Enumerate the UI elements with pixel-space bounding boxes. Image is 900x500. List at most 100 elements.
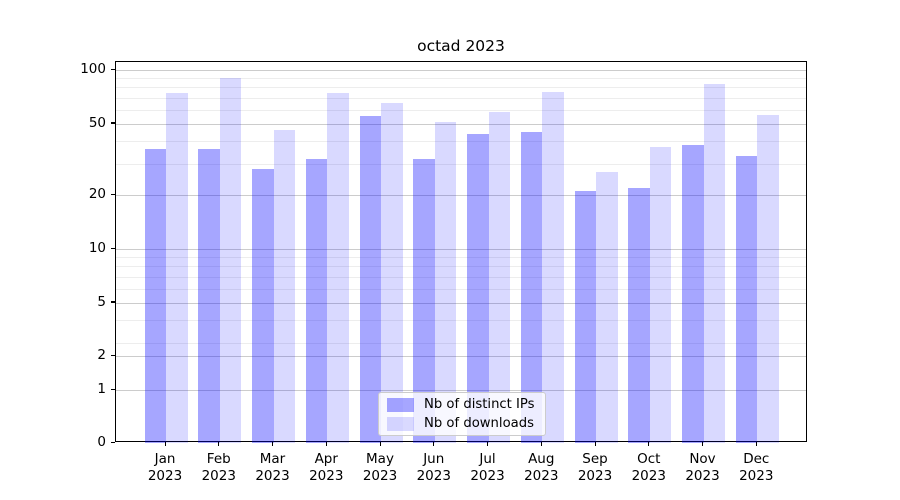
x-tick-year: 2023 xyxy=(470,467,505,484)
y-gridline-1 xyxy=(116,390,806,391)
y-gridline-20 xyxy=(116,195,806,197)
x-tick-label-jul: Jul 2023 xyxy=(456,451,520,484)
y-gridline-50 xyxy=(116,123,806,125)
bar-ips-jun xyxy=(413,158,435,443)
bar-downloads-oct xyxy=(649,147,672,443)
y-tick-mark-5 xyxy=(111,301,115,303)
bar-downloads-jul xyxy=(488,112,510,443)
y-tick-label-1: 1 xyxy=(97,381,106,397)
x-tick-year: 2023 xyxy=(362,467,398,484)
x-tick-mark-mar xyxy=(272,442,274,446)
bar-downloads-feb xyxy=(219,78,242,443)
x-tick-label-dec: Dec 2023 xyxy=(724,451,788,484)
x-tick-year: 2023 xyxy=(685,467,720,484)
y-gridline-minor-8 xyxy=(116,266,806,268)
y-gridline-minor-60 xyxy=(116,109,806,111)
y-tick-label-50: 50 xyxy=(88,114,106,131)
x-tick-mark-nov xyxy=(702,442,704,446)
y-gridline-minor-30 xyxy=(116,163,806,165)
x-tick-month: Mar xyxy=(259,451,286,467)
y-gridline-minor-90 xyxy=(116,78,806,80)
legend-entry-downloads: Nb of downloads xyxy=(387,416,537,431)
x-tick-mark-jul xyxy=(487,442,489,446)
x-tick-month: Sep xyxy=(582,451,608,467)
x-tick-mark-oct xyxy=(648,442,650,446)
legend: Nb of distinct IPs Nb of downloads xyxy=(378,392,546,436)
y-tick-mark-0 xyxy=(111,441,115,443)
bar-downloads-jan xyxy=(166,93,188,443)
legend-entry-distinct-ips: Nb of distinct IPs xyxy=(387,397,537,412)
x-tick-label-apr: Apr 2023 xyxy=(294,451,358,484)
bar-downloads-sep xyxy=(596,171,618,443)
bar-ips-feb xyxy=(198,149,220,443)
x-tick-label-oct: Oct 2023 xyxy=(617,451,681,484)
x-tick-month: Aug xyxy=(528,451,555,467)
y-gridline-minor-9 xyxy=(116,257,806,259)
bar-ips-mar xyxy=(252,168,274,443)
x-tick-year: 2023 xyxy=(309,467,344,484)
x-tick-year: 2023 xyxy=(201,467,236,484)
bar-downloads-aug xyxy=(542,92,564,443)
x-tick-month: May xyxy=(366,451,394,467)
x-tick-month: Oct xyxy=(637,451,661,467)
y-gridline-10 xyxy=(116,249,806,250)
x-tick-month: Dec xyxy=(743,451,770,467)
x-tick-year: 2023 xyxy=(631,467,666,484)
x-tick-label-feb: Feb 2023 xyxy=(187,451,251,484)
y-gridline-5 xyxy=(116,302,806,304)
x-tick-year: 2023 xyxy=(739,467,774,484)
x-tick-year: 2023 xyxy=(255,467,290,484)
y-tick-mark-100 xyxy=(111,68,115,70)
y-gridline-minor-7 xyxy=(116,276,806,278)
bar-downloads-may xyxy=(381,103,403,443)
x-tick-month: Jul xyxy=(479,451,496,467)
x-tick-label-mar: Mar 2023 xyxy=(241,451,305,484)
x-tick-label-jan: Jan 2023 xyxy=(133,451,197,484)
bar-downloads-nov xyxy=(703,84,725,443)
x-tick-label-may: May 2023 xyxy=(348,451,412,484)
bar-ips-nov xyxy=(682,145,704,443)
y-gridline-minor-40 xyxy=(116,141,806,143)
x-tick-label-nov: Nov 2023 xyxy=(671,451,735,484)
bar-downloads-jun xyxy=(434,122,457,443)
bar-ips-dec xyxy=(735,156,758,443)
bar-ips-may xyxy=(359,116,381,443)
bar-ips-jan xyxy=(144,149,166,443)
bar-ips-sep xyxy=(574,191,596,443)
legend-label-distinct-ips: Nb of distinct IPs xyxy=(424,397,535,412)
x-tick-month: Feb xyxy=(206,451,231,467)
x-tick-mark-sep xyxy=(594,442,596,446)
x-tick-label-aug: Aug 2023 xyxy=(509,451,573,484)
y-tick-label-10: 10 xyxy=(88,240,106,256)
x-tick-month: Nov xyxy=(689,451,716,467)
y-tick-label-20: 20 xyxy=(88,186,106,203)
plot-area xyxy=(115,61,807,443)
y-tick-mark-2 xyxy=(111,354,115,356)
bar-ips-aug xyxy=(520,132,543,443)
y-gridline-minor-70 xyxy=(116,97,806,99)
x-tick-month: Apr xyxy=(314,451,338,467)
x-tick-month: Jun xyxy=(423,451,445,467)
legend-swatch-downloads-icon xyxy=(387,416,414,431)
y-tick-label-5: 5 xyxy=(97,293,106,310)
x-tick-year: 2023 xyxy=(524,467,559,484)
y-tick-label-2: 2 xyxy=(97,347,106,363)
x-tick-mark-apr xyxy=(325,442,327,446)
y-gridline-minor-6 xyxy=(116,288,806,290)
y-gridline-minor-3 xyxy=(116,342,806,344)
y-tick-label-0: 0 xyxy=(97,434,106,450)
x-tick-label-sep: Sep 2023 xyxy=(563,451,627,484)
x-tick-year: 2023 xyxy=(147,467,183,484)
y-gridline-100 xyxy=(116,70,806,71)
x-tick-year: 2023 xyxy=(416,467,451,484)
y-tick-mark-20 xyxy=(111,193,115,195)
y-gridline-minor-80 xyxy=(116,87,806,89)
x-tick-mark-aug xyxy=(540,442,542,446)
y-gridline-2 xyxy=(116,356,806,357)
y-tick-mark-50 xyxy=(111,122,115,124)
y-tick-mark-1 xyxy=(111,388,115,390)
x-tick-mark-dec xyxy=(755,442,757,446)
x-tick-month: Jan xyxy=(154,451,176,467)
bar-downloads-mar xyxy=(273,130,295,443)
